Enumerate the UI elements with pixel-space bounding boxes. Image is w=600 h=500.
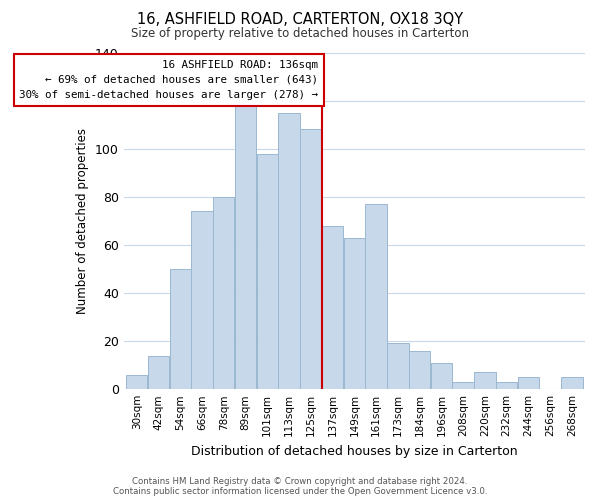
Bar bbox=[213, 197, 235, 389]
Bar bbox=[387, 344, 409, 389]
Bar bbox=[518, 377, 539, 389]
Bar bbox=[322, 226, 343, 389]
Text: 16, ASHFIELD ROAD, CARTERTON, OX18 3QY: 16, ASHFIELD ROAD, CARTERTON, OX18 3QY bbox=[137, 12, 463, 28]
Bar bbox=[365, 204, 387, 389]
Text: Size of property relative to detached houses in Carterton: Size of property relative to detached ho… bbox=[131, 28, 469, 40]
Bar bbox=[474, 372, 496, 389]
Bar bbox=[452, 382, 474, 389]
Bar bbox=[257, 154, 278, 389]
Bar bbox=[344, 238, 365, 389]
X-axis label: Distribution of detached houses by size in Carterton: Distribution of detached houses by size … bbox=[191, 444, 518, 458]
Y-axis label: Number of detached properties: Number of detached properties bbox=[76, 128, 89, 314]
Bar bbox=[300, 130, 322, 389]
Text: 16 ASHFIELD ROAD: 136sqm
← 69% of detached houses are smaller (643)
30% of semi-: 16 ASHFIELD ROAD: 136sqm ← 69% of detach… bbox=[19, 60, 319, 100]
Bar bbox=[148, 356, 169, 389]
Bar bbox=[235, 106, 256, 389]
Bar bbox=[278, 112, 300, 389]
Bar bbox=[126, 375, 148, 389]
Bar bbox=[496, 382, 517, 389]
Bar bbox=[409, 350, 430, 389]
Text: Contains public sector information licensed under the Open Government Licence v3: Contains public sector information licen… bbox=[113, 487, 487, 496]
Bar bbox=[561, 377, 583, 389]
Bar bbox=[191, 211, 212, 389]
Bar bbox=[170, 269, 191, 389]
Text: Contains HM Land Registry data © Crown copyright and database right 2024.: Contains HM Land Registry data © Crown c… bbox=[132, 477, 468, 486]
Bar bbox=[431, 362, 452, 389]
